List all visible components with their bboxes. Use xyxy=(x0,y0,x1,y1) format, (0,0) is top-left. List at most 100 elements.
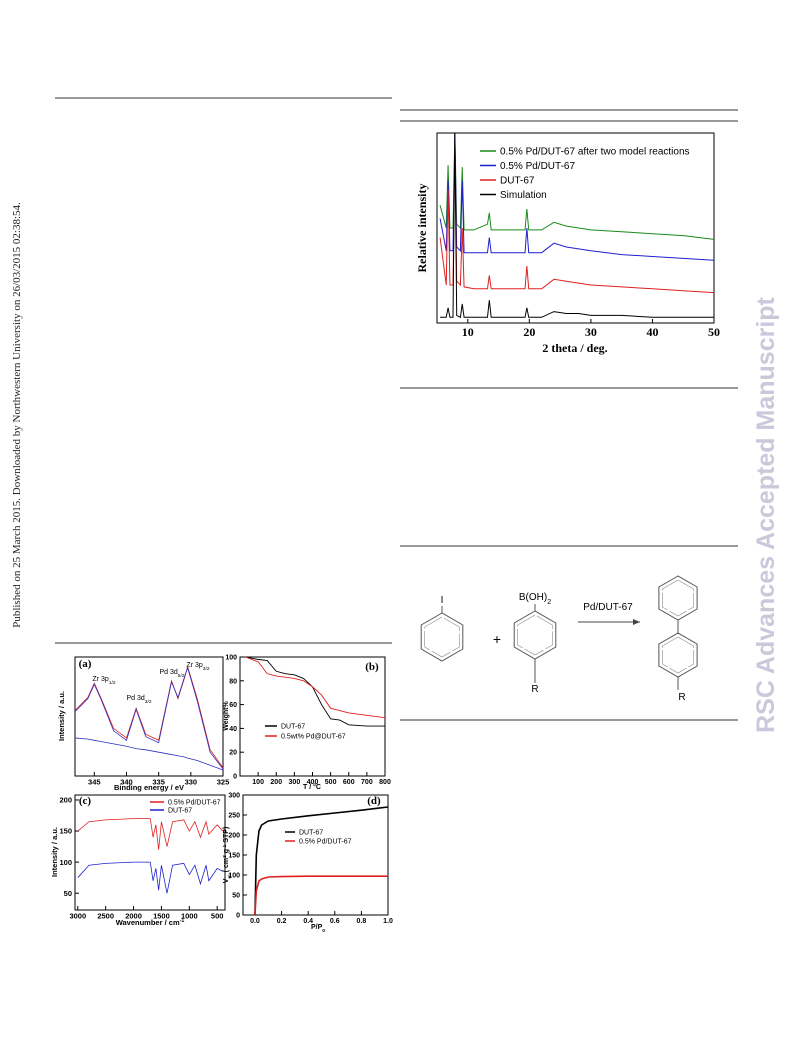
peak-annotation: Zr 3p1/2 xyxy=(92,676,115,686)
series-line xyxy=(74,665,224,768)
y-axis-label-part: g xyxy=(223,849,230,855)
y-axis-label-part: Intensity / a.u. xyxy=(50,827,59,877)
peak-annotation-part: Pd 3d xyxy=(126,695,144,702)
x-tick-label: 335 xyxy=(152,778,165,787)
peak-annotation-part: 5/2 xyxy=(178,673,185,679)
x-tick-label: 50 xyxy=(708,325,720,339)
y-tick-label: 0 xyxy=(236,912,240,919)
y-axis-label: Relative intensity xyxy=(415,184,429,273)
peak-annotation-part: 3/2 xyxy=(203,666,210,672)
y-axis-label: Weight% xyxy=(223,701,230,731)
x-tick-label: 30 xyxy=(585,325,597,339)
legend-label: DUT-67 xyxy=(500,176,535,187)
panel-label: (d) xyxy=(367,795,381,807)
x-tick-label: 1.0 xyxy=(383,918,393,925)
series-line xyxy=(74,737,224,771)
peak-annotation-part: 3/2 xyxy=(145,699,152,705)
y-axis-label-part: ( cm xyxy=(223,858,230,874)
x-tick-label: 10 xyxy=(462,325,474,339)
y-axis-label-part: V xyxy=(223,878,230,883)
legend-label: DUT-67 xyxy=(299,829,323,836)
x-tick-label: 0.8 xyxy=(357,918,367,925)
x-axis-label-part: 2 theta / deg. xyxy=(542,341,607,355)
legend-label: 0.5% Pd/DUT-67 xyxy=(500,161,575,172)
x-tick-label: 325 xyxy=(217,778,230,787)
peak-annotation: Pd 3d3/2 xyxy=(126,695,151,705)
y-axis-label-part: Weight% xyxy=(223,701,230,731)
y-tick-label: 150 xyxy=(228,852,240,859)
panel-label: (b) xyxy=(365,661,379,673)
x-axis-label-part: P/P xyxy=(311,924,323,931)
x-tick-label: 1000 xyxy=(181,912,198,921)
substituent: R xyxy=(531,684,538,695)
chart: 0.0 0.2 0.4 0.6 0.8 1.0050100150200250300P/P0… xyxy=(222,792,393,933)
series-line xyxy=(254,875,388,916)
x-axis-label-part: Wavenumber / cm xyxy=(116,918,180,927)
sidebar-right: RSC Advances Accepted Manuscript xyxy=(752,296,780,732)
peak-annotation-part: 1/2 xyxy=(109,680,116,686)
x-axis-label: P/P0 xyxy=(311,924,325,934)
x-tick-label: 0.0 xyxy=(250,918,260,925)
panel-label: (c) xyxy=(79,795,92,807)
y-tick-label: 40 xyxy=(229,726,237,733)
x-tick-label: 20 xyxy=(523,325,535,339)
x-tick-label: 345 xyxy=(88,778,101,787)
x-axis-label-part: Binding energy / eV xyxy=(114,783,184,792)
x-axis-label-part: T / °C xyxy=(303,783,321,791)
y-axis-label-part: -1 xyxy=(222,844,228,849)
y-axis-label-part: 3 xyxy=(222,855,228,858)
x-axis-label-part: -1 xyxy=(180,918,185,924)
y-tick-label: 20 xyxy=(229,750,237,757)
x-tick-label: 2500 xyxy=(97,912,114,921)
chart: 10 20 30 40 50 2 theta / deg. Relative intensi… xyxy=(415,132,720,355)
y-tick-label: 50 xyxy=(64,889,72,898)
legend-label: Simulation xyxy=(500,190,547,201)
plot-frame xyxy=(74,656,224,777)
x-tick-label: 600 xyxy=(343,779,355,786)
x-axis-label-part: 0 xyxy=(322,928,325,934)
series-line xyxy=(74,666,224,770)
y-axis-label-part: m xyxy=(228,874,233,879)
y-tick-label: 80 xyxy=(229,678,237,685)
y-axis-label: Intensity / a.u. xyxy=(57,691,66,741)
x-tick-label: 500 xyxy=(325,779,337,786)
boronic-label-part: B(OH) xyxy=(519,592,547,603)
chart: 3000 2500 2000 1500 1000 500 50 100 150 200 Wavenu… xyxy=(50,794,226,927)
y-tick-label: 0 xyxy=(233,773,237,780)
x-tick-label: 400 xyxy=(307,779,319,786)
chart: 100 200 300 400 500 600 700 800 0 20 40 60 80 100 T / … xyxy=(223,654,391,791)
y-axis-label-part: Intensity / a.u. xyxy=(57,691,66,741)
y-tick-label: 300 xyxy=(228,792,240,799)
x-tick-label: 0.4 xyxy=(303,918,313,925)
x-tick-label: 800 xyxy=(379,779,391,786)
plot-frame xyxy=(436,132,715,324)
arrow-head xyxy=(633,619,640,625)
iodo-label: I xyxy=(441,595,444,606)
legend-label: DUT-67 xyxy=(281,723,305,730)
legend-label: DUT-67 xyxy=(168,807,192,814)
x-tick-label: 340 xyxy=(120,778,133,787)
y-tick-label: 100 xyxy=(228,872,240,879)
x-tick-label: 40 xyxy=(646,325,658,339)
x-tick-label: 500 xyxy=(211,912,224,921)
boronic-label: B(OH)2 xyxy=(519,592,551,606)
x-tick-label: 330 xyxy=(185,778,198,787)
catalyst: Pd/DUT-67 xyxy=(583,602,633,613)
legend-label: 0.5wt% Pd@DUT-67 xyxy=(281,733,346,740)
peak-annotation-part: Pd 3d xyxy=(159,669,177,676)
x-tick-label: 2000 xyxy=(125,912,142,921)
ring-inner xyxy=(662,636,694,674)
series-line xyxy=(440,132,714,319)
ring-inner xyxy=(424,616,460,658)
y-tick-label: 100 xyxy=(59,858,72,867)
legend-label: 0.5% Pd/DUT-67 xyxy=(299,838,352,845)
series-line xyxy=(77,818,224,850)
chart: 345 340 335 330 325 Binding energy / eV Intens… xyxy=(57,656,230,792)
x-axis-label: 2 theta / deg. xyxy=(542,341,607,355)
x-tick-label: 0.6 xyxy=(330,918,340,925)
x-axis-label: Binding energy / eV xyxy=(114,783,184,792)
x-tick-label: 0.2 xyxy=(277,918,287,925)
x-tick-label: 1500 xyxy=(153,912,170,921)
y-tick-label: 60 xyxy=(229,702,237,709)
